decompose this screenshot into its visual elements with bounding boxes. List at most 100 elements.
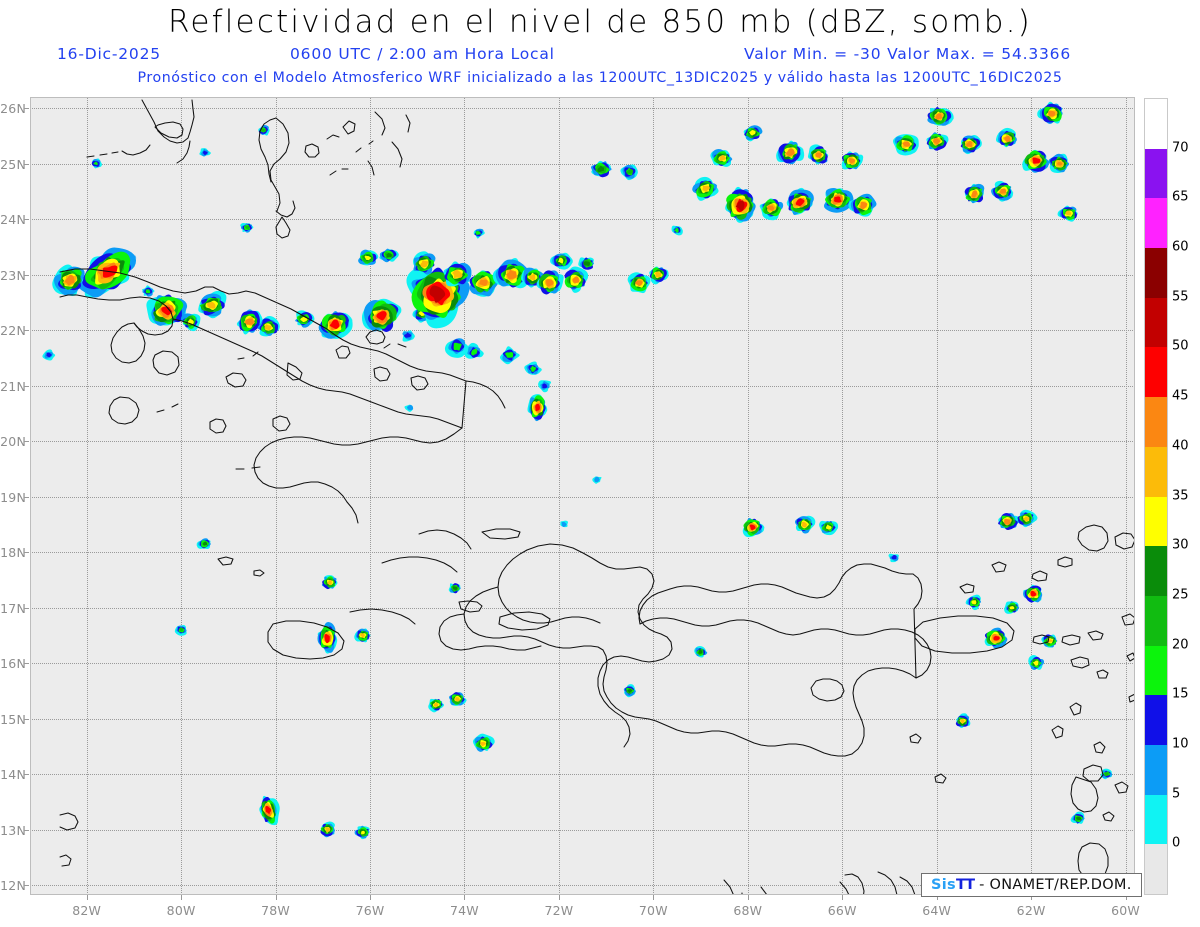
x-tick-mark: [370, 895, 371, 900]
colorbar-band-10-15: [1145, 744, 1167, 795]
radar-cell: [354, 825, 371, 840]
radar-cell: [550, 252, 574, 270]
radar-cell: [449, 692, 468, 706]
radar-cell: [692, 176, 719, 201]
y-tick-mark: [24, 496, 29, 498]
x-tick-label: 74W: [450, 903, 479, 918]
radar-cell: [560, 520, 568, 528]
colorbar-tick: 5: [1172, 786, 1181, 802]
radar-cell: [776, 140, 805, 165]
radar-cell: [927, 106, 955, 126]
radar-cell: [807, 144, 830, 165]
radar-cell: [620, 164, 639, 181]
radar-cell: [527, 394, 548, 422]
radar-cell: [998, 512, 1021, 531]
colorbar-band-20-25: [1145, 645, 1167, 696]
y-tick-mark: [24, 552, 29, 554]
radar-cell: [823, 188, 854, 213]
x-tick-mark: [936, 895, 938, 900]
radar-cell: [321, 575, 338, 590]
radar-cell: [960, 134, 983, 155]
radar-cell: [198, 290, 227, 319]
colorbar-tick: 65: [1172, 189, 1189, 205]
y-tick-mark: [24, 274, 29, 276]
coastline-layer: [59, 99, 1135, 895]
radar-cell: [199, 148, 212, 157]
colorbar-band-45-50: [1145, 397, 1167, 447]
x-tick-label: 70W: [638, 903, 668, 918]
colorbar-band-25-30: [1145, 595, 1167, 646]
colorbar-band-50-55: [1145, 347, 1167, 398]
radar-cell: [91, 158, 103, 169]
y-tick-mark: [24, 885, 29, 886]
radar-cell: [671, 225, 683, 236]
colorbar-band-70-75: [1145, 148, 1167, 199]
radar-cell: [1100, 768, 1113, 780]
y-tick-label: 21N: [0, 378, 26, 394]
radar-cell: [742, 517, 765, 538]
radar-cell: [1070, 811, 1086, 824]
y-tick-mark: [24, 163, 29, 165]
radar-cell: [472, 733, 496, 752]
radar-cell: [536, 270, 564, 295]
y-tick-mark: [24, 829, 29, 831]
radar-cell: [1022, 149, 1050, 173]
radar-cell: [991, 180, 1014, 202]
radar-cell: [42, 349, 56, 361]
radar-cell: [354, 628, 372, 643]
radar-cell: [1017, 509, 1039, 528]
radar-cell: [320, 821, 335, 838]
radar-cell: [443, 261, 472, 287]
colorbar-band-75+: [1145, 99, 1167, 149]
colorbar-tick: 55: [1172, 289, 1189, 305]
y-tick-mark: [24, 108, 29, 110]
radar-cell: [538, 380, 552, 393]
y-tick-label: 16N: [0, 656, 26, 672]
radar-cell: [794, 515, 816, 534]
logo-tt-text: TT: [955, 877, 975, 893]
x-tick-label: 62W: [1016, 903, 1046, 918]
radar-cell: [984, 627, 1009, 649]
x-tick-label: 66W: [827, 903, 857, 918]
y-tick-mark: [24, 663, 29, 665]
radar-cell: [259, 795, 281, 826]
x-tick-label: 82W: [72, 903, 102, 918]
radar-cell: [521, 267, 546, 288]
y-tick-mark: [24, 330, 29, 332]
radar-cell: [257, 315, 280, 337]
radar-cell: [964, 183, 985, 204]
radar-cell: [78, 247, 137, 298]
x-tick-mark: [464, 895, 466, 900]
radar-reflectivity-layer: [42, 101, 1113, 840]
forecast-date: 16-Dic-2025: [57, 45, 161, 63]
radar-cell: [759, 198, 784, 221]
radar-cell: [1028, 655, 1045, 670]
radar-cell: [499, 346, 522, 365]
radar-cell: [379, 248, 400, 263]
radar-cell: [786, 187, 815, 215]
colorbar-tick: 50: [1172, 338, 1189, 354]
radar-cell: [725, 186, 758, 223]
radar-cell: [743, 125, 763, 142]
colorbar-tick: 15: [1172, 686, 1189, 702]
model-description: Pronóstico con el Modelo Atmosferico WRF…: [137, 70, 1063, 86]
radar-cell: [848, 193, 878, 217]
y-tick-mark: [24, 441, 29, 443]
map-plot-area[interactable]: [30, 97, 1135, 895]
reflectivity-colorbar[interactable]: [1144, 98, 1168, 895]
y-tick-mark: [24, 607, 29, 609]
radar-cell: [1048, 153, 1071, 173]
radar-cell: [240, 223, 254, 233]
radar-cell: [428, 698, 445, 713]
radar-cell: [358, 249, 380, 266]
radar-cell: [995, 127, 1018, 148]
colorbar-tick: 45: [1172, 388, 1189, 404]
y-tick-mark: [24, 774, 29, 776]
y-tick-label: 19N: [0, 489, 26, 505]
radar-cell: [473, 228, 486, 239]
y-tick-label: 25N: [0, 156, 26, 172]
x-tick-mark: [842, 895, 844, 900]
radar-cell: [444, 338, 470, 358]
forecast-time: 0600 UTC / 2:00 am Hora Local: [290, 45, 555, 63]
y-tick-label: 22N: [0, 323, 26, 339]
